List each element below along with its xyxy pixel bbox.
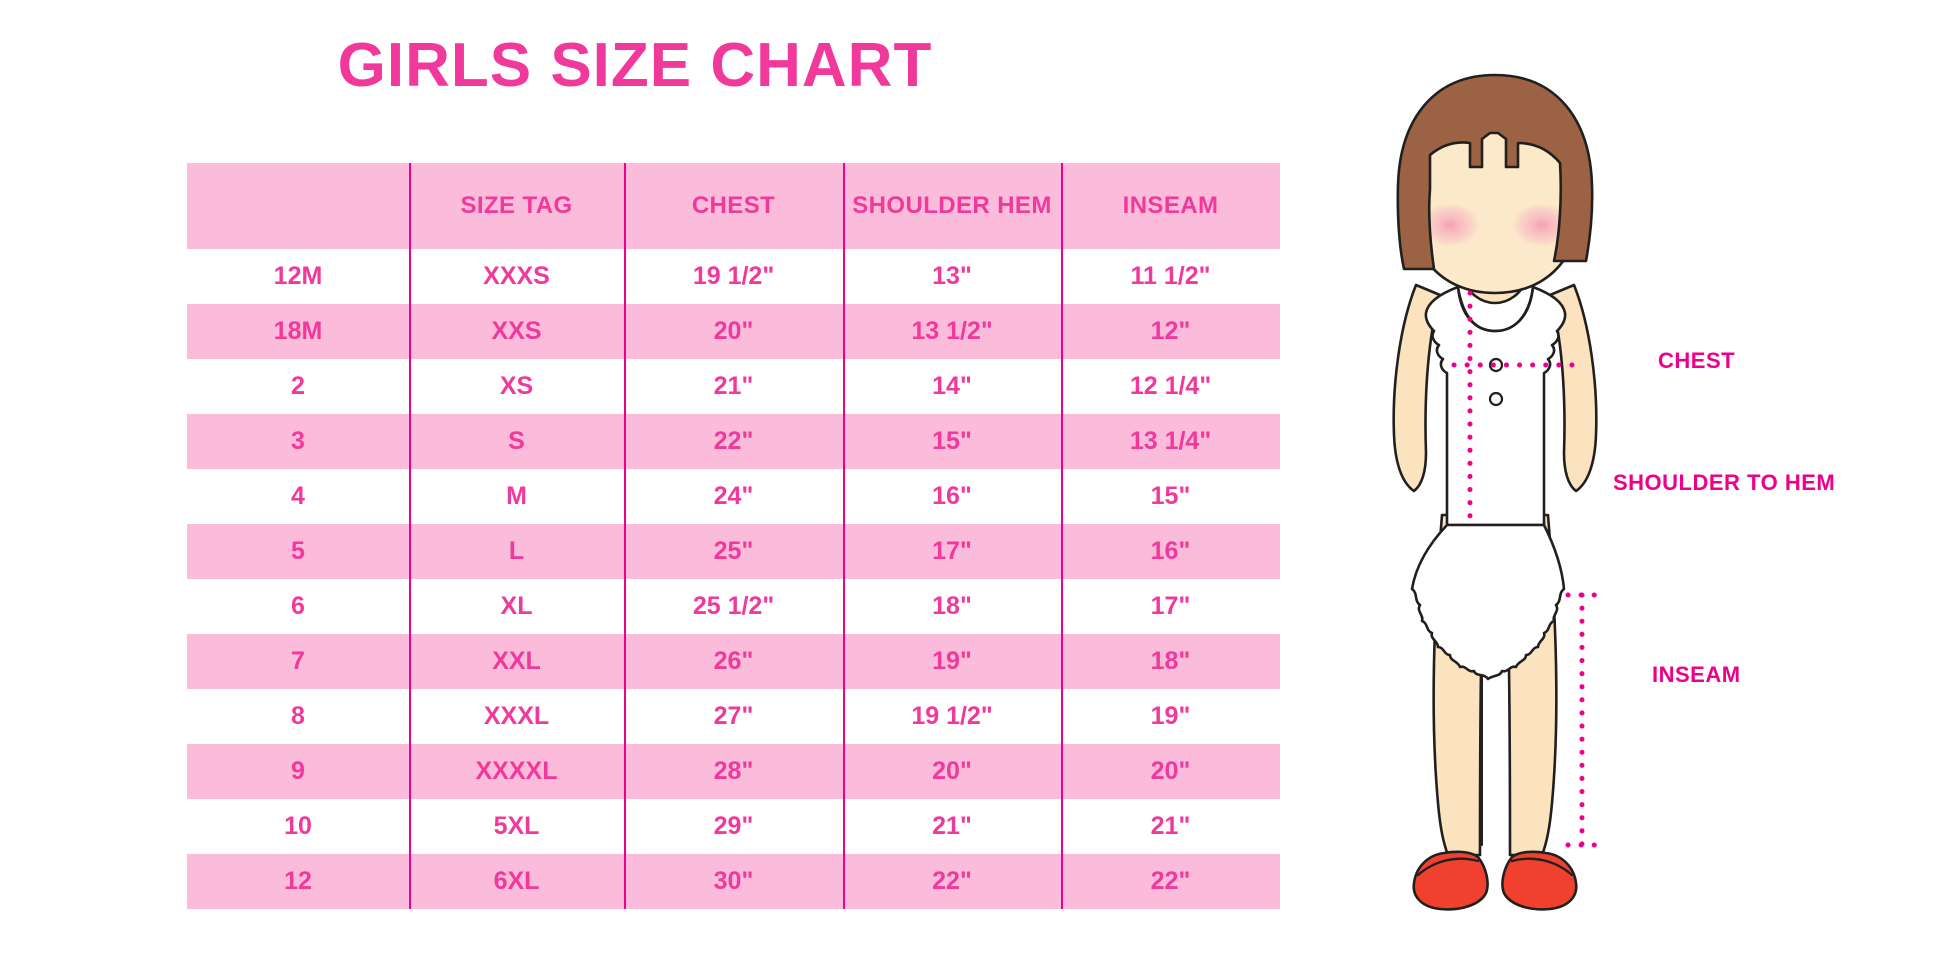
cell-inseam: 12 1/4" (1061, 359, 1280, 414)
cell-size-tag: XXL (409, 634, 624, 689)
cell-inseam: 19" (1061, 689, 1280, 744)
cell-chest: 30" (624, 854, 843, 909)
cell-shoulder-hem: 19 1/2" (843, 689, 1061, 744)
cell-chest: 21" (624, 359, 843, 414)
table-row: 5 L 25" 17" 16" (187, 524, 1280, 579)
cell-shoulder-hem: 15" (843, 414, 1061, 469)
table-header-row: SIZE TAG CHEST SHOULDER HEM INSEAM (187, 163, 1280, 249)
table-row: 8 XXXL 27" 19 1/2" 19" (187, 689, 1280, 744)
cell-shoulder-hem: 13" (843, 249, 1061, 304)
column-header-chest: CHEST (624, 163, 843, 249)
cell-size: 6 (187, 579, 409, 634)
cell-chest: 24" (624, 469, 843, 524)
table-row: 4 M 24" 16" 15" (187, 469, 1280, 524)
page-title: GIRLS SIZE CHART (337, 31, 933, 100)
callout-label-inseam: INSEAM (1652, 662, 1741, 687)
cell-size: 18M (187, 304, 409, 359)
cell-inseam: 20" (1061, 744, 1280, 799)
column-header-inseam: INSEAM (1061, 163, 1280, 249)
girl-figure-illustration (1330, 55, 1660, 935)
cell-shoulder-hem: 21" (843, 799, 1061, 854)
cell-chest: 25 1/2" (624, 579, 843, 634)
cell-size-tag: XL (409, 579, 624, 634)
size-chart-table-container: SIZE TAG CHEST SHOULDER HEM INSEAM 12M XX… (187, 163, 1280, 909)
cell-size: 2 (187, 359, 409, 414)
cell-size-tag: M (409, 469, 624, 524)
table-row: 18M XXS 20" 13 1/2" 12" (187, 304, 1280, 359)
cell-inseam: 21" (1061, 799, 1280, 854)
cell-chest: 29" (624, 799, 843, 854)
table-row: 6 XL 25 1/2" 18" 17" (187, 579, 1280, 634)
column-header-shoulder-hem: SHOULDER HEM (843, 163, 1061, 249)
cell-inseam: 11 1/2" (1061, 249, 1280, 304)
cell-chest: 28" (624, 744, 843, 799)
cell-shoulder-hem: 17" (843, 524, 1061, 579)
table-row: 12M XXXS 19 1/2" 13" 11 1/2" (187, 249, 1280, 304)
cell-shoulder-hem: 22" (843, 854, 1061, 909)
cell-size-tag: XXXL (409, 689, 624, 744)
table-row: 2 XS 21" 14" 12 1/4" (187, 359, 1280, 414)
table-row: 9 XXXXL 28" 20" 20" (187, 744, 1280, 799)
cell-size: 12 (187, 854, 409, 909)
cell-size: 10 (187, 799, 409, 854)
cell-inseam: 15" (1061, 469, 1280, 524)
cell-size-tag: 5XL (409, 799, 624, 854)
cell-size: 3 (187, 414, 409, 469)
table-row: 12 6XL 30" 22" 22" (187, 854, 1280, 909)
cell-shoulder-hem: 14" (843, 359, 1061, 414)
cell-size: 9 (187, 744, 409, 799)
cell-size-tag: XXXXL (409, 744, 624, 799)
cell-inseam: 18" (1061, 634, 1280, 689)
cell-shoulder-hem: 13 1/2" (843, 304, 1061, 359)
cell-shoulder-hem: 18" (843, 579, 1061, 634)
cell-inseam: 12" (1061, 304, 1280, 359)
cell-chest: 22" (624, 414, 843, 469)
callout-label-shoulder-to-hem: SHOULDER TO HEM (1613, 470, 1836, 495)
table-row: 10 5XL 29" 21" 21" (187, 799, 1280, 854)
table-row: 3 S 22" 15" 13 1/4" (187, 414, 1280, 469)
cell-inseam: 16" (1061, 524, 1280, 579)
cell-size-tag: 6XL (409, 854, 624, 909)
cell-chest: 19 1/2" (624, 249, 843, 304)
cell-size: 4 (187, 469, 409, 524)
cell-inseam: 17" (1061, 579, 1280, 634)
cell-size: 8 (187, 689, 409, 744)
table-body: 12M XXXS 19 1/2" 13" 11 1/2" 18M XXS 20" 13 1/2"… (187, 249, 1280, 909)
table-row: 7 XXL 26" 19" 18" (187, 634, 1280, 689)
cell-shoulder-hem: 20" (843, 744, 1061, 799)
cell-size: 5 (187, 524, 409, 579)
cell-chest: 26" (624, 634, 843, 689)
cell-size-tag: XXS (409, 304, 624, 359)
cell-size: 12M (187, 249, 409, 304)
cell-size-tag: S (409, 414, 624, 469)
cell-chest: 25" (624, 524, 843, 579)
cell-size-tag: XS (409, 359, 624, 414)
cell-shoulder-hem: 19" (843, 634, 1061, 689)
cell-chest: 27" (624, 689, 843, 744)
cell-shoulder-hem: 16" (843, 469, 1061, 524)
column-header-size (187, 163, 409, 249)
cell-chest: 20" (624, 304, 843, 359)
cell-size: 7 (187, 634, 409, 689)
cell-inseam: 22" (1061, 854, 1280, 909)
callout-label-chest: CHEST (1658, 348, 1736, 373)
cell-size-tag: L (409, 524, 624, 579)
size-chart-table: SIZE TAG CHEST SHOULDER HEM INSEAM 12M XX… (187, 163, 1280, 909)
cell-inseam: 13 1/4" (1061, 414, 1280, 469)
column-header-size-tag: SIZE TAG (409, 163, 624, 249)
cell-size-tag: XXXS (409, 249, 624, 304)
